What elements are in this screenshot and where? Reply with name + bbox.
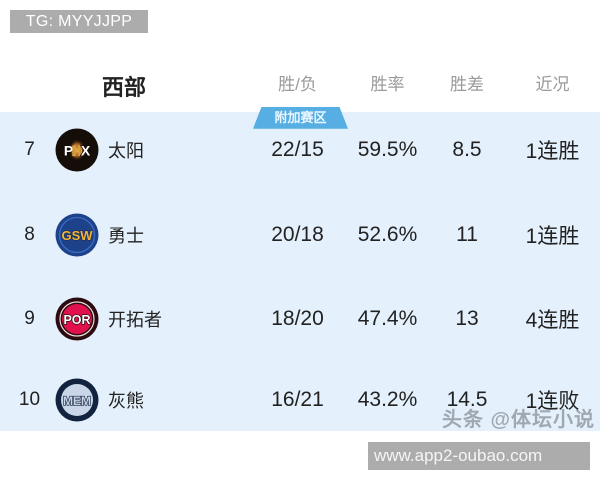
svg-text:MEM: MEM <box>63 394 91 408</box>
svg-text:POR: POR <box>63 313 90 327</box>
svg-text:X: X <box>81 143 91 159</box>
svg-text:GSW: GSW <box>61 228 93 243</box>
